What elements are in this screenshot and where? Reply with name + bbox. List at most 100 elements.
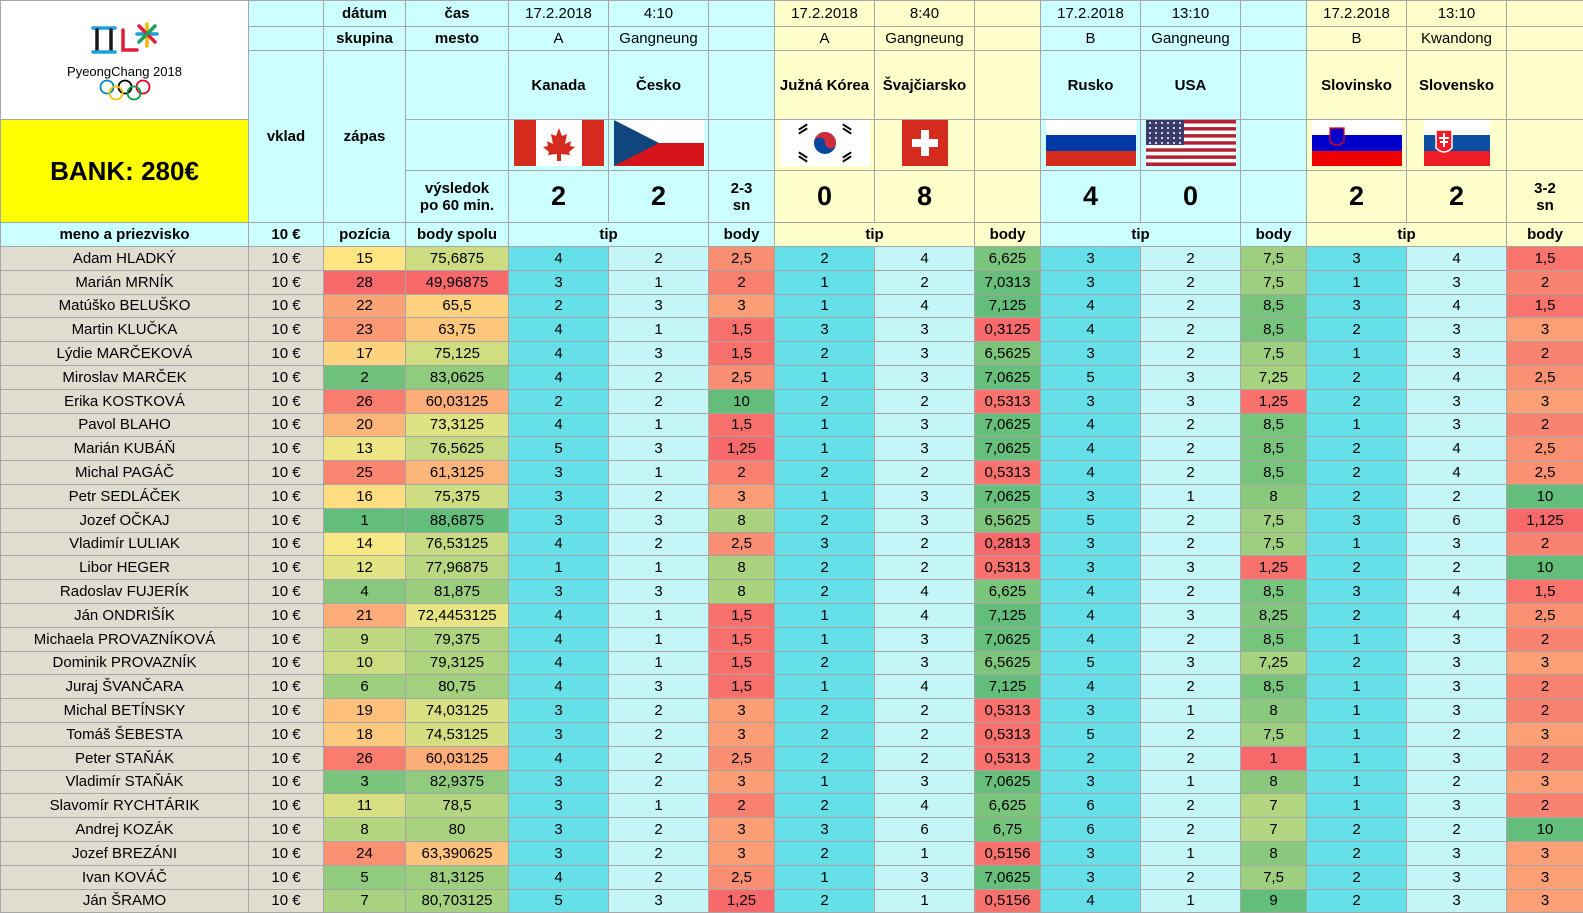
- position-cell[interactable]: 9: [324, 627, 406, 651]
- stake-cell[interactable]: 10 €: [249, 508, 324, 532]
- tip-home-cell[interactable]: 1: [775, 365, 875, 389]
- participant-name[interactable]: Dominik PROVAZNÍK: [1, 651, 249, 675]
- tip-away-cell[interactable]: 3: [609, 437, 709, 461]
- match-points-cell[interactable]: 10: [1507, 818, 1583, 842]
- participant-name[interactable]: Miroslav MARČEK: [1, 365, 249, 389]
- stake-cell[interactable]: 10 €: [249, 603, 324, 627]
- total-points-cell[interactable]: 49,96875: [406, 270, 509, 294]
- tip-away-cell[interactable]: 1: [1141, 841, 1241, 865]
- stake-cell[interactable]: 10 €: [249, 532, 324, 556]
- total-points-cell[interactable]: 81,875: [406, 580, 509, 604]
- total-points-cell[interactable]: 75,6875: [406, 247, 509, 271]
- tip-away-cell[interactable]: 2: [875, 746, 975, 770]
- tip-home-cell[interactable]: 4: [509, 675, 609, 699]
- tip-home-cell[interactable]: 2: [775, 556, 875, 580]
- tip-home-cell[interactable]: 2: [1307, 461, 1407, 485]
- participant-name[interactable]: Ivan KOVÁČ: [1, 865, 249, 889]
- match-points-cell[interactable]: 0,5313: [975, 699, 1041, 723]
- tip-away-cell[interactable]: 2: [609, 722, 709, 746]
- tip-home-cell[interactable]: 6: [1041, 818, 1141, 842]
- position-cell[interactable]: 12: [324, 556, 406, 580]
- tip-away-cell[interactable]: 3: [875, 627, 975, 651]
- match-points-cell[interactable]: 6,75: [975, 818, 1041, 842]
- tip-home-cell[interactable]: 4: [509, 865, 609, 889]
- total-points-cell[interactable]: 78,5: [406, 794, 509, 818]
- tip-away-cell[interactable]: 2: [609, 865, 709, 889]
- tip-home-cell[interactable]: 2: [1307, 389, 1407, 413]
- tip-home-cell[interactable]: 4: [509, 342, 609, 366]
- tip-away-cell[interactable]: 2: [875, 270, 975, 294]
- tip-away-cell[interactable]: 3: [1141, 651, 1241, 675]
- tip-home-cell[interactable]: 1: [509, 556, 609, 580]
- position-cell[interactable]: 26: [324, 389, 406, 413]
- match-points-cell[interactable]: 3: [709, 699, 775, 723]
- participant-name[interactable]: Jozef OČKAJ: [1, 508, 249, 532]
- tip-away-cell[interactable]: 2: [609, 532, 709, 556]
- match-points-cell[interactable]: 7,5: [1241, 270, 1307, 294]
- tip-away-cell[interactable]: 2: [1407, 818, 1507, 842]
- stake-cell[interactable]: 10 €: [249, 794, 324, 818]
- position-cell[interactable]: 1: [324, 508, 406, 532]
- match-points-cell[interactable]: 3: [709, 841, 775, 865]
- total-points-cell[interactable]: 79,3125: [406, 651, 509, 675]
- tip-away-cell[interactable]: 3: [1407, 413, 1507, 437]
- match-points-cell[interactable]: 3: [709, 818, 775, 842]
- tip-away-cell[interactable]: 2: [1407, 556, 1507, 580]
- position-cell[interactable]: 20: [324, 413, 406, 437]
- total-points-cell[interactable]: 60,03125: [406, 389, 509, 413]
- tip-away-cell[interactable]: 2: [609, 841, 709, 865]
- tip-home-cell[interactable]: 1: [775, 603, 875, 627]
- tip-away-cell[interactable]: 2: [1141, 437, 1241, 461]
- participant-name[interactable]: Vladimír LULIAK: [1, 532, 249, 556]
- match-points-cell[interactable]: 1,25: [1241, 389, 1307, 413]
- match-points-cell[interactable]: 2,5: [709, 746, 775, 770]
- match-points-cell[interactable]: 8: [709, 556, 775, 580]
- match-points-cell[interactable]: 9: [1241, 889, 1307, 913]
- tip-home-cell[interactable]: 1: [1307, 342, 1407, 366]
- total-points-cell[interactable]: 79,375: [406, 627, 509, 651]
- tip-away-cell[interactable]: 4: [1407, 294, 1507, 318]
- tip-away-cell[interactable]: 1: [609, 318, 709, 342]
- tip-away-cell[interactable]: 3: [875, 508, 975, 532]
- total-points-cell[interactable]: 74,53125: [406, 722, 509, 746]
- match-points-cell[interactable]: 1,5: [709, 651, 775, 675]
- total-points-cell[interactable]: 88,6875: [406, 508, 509, 532]
- tip-away-cell[interactable]: 3: [1407, 889, 1507, 913]
- match-points-cell[interactable]: 2,5: [1507, 461, 1583, 485]
- match-points-cell[interactable]: 7,5: [1241, 247, 1307, 271]
- match-points-cell[interactable]: 0,5313: [975, 746, 1041, 770]
- match-points-cell[interactable]: 7,125: [975, 294, 1041, 318]
- match-points-cell[interactable]: 8,5: [1241, 437, 1307, 461]
- tip-away-cell[interactable]: 2: [1141, 270, 1241, 294]
- tip-home-cell[interactable]: 2: [775, 247, 875, 271]
- tip-home-cell[interactable]: 4: [509, 603, 609, 627]
- stake-cell[interactable]: 10 €: [249, 889, 324, 913]
- match-points-cell[interactable]: 1,5: [1507, 580, 1583, 604]
- match-points-cell[interactable]: 8,5: [1241, 318, 1307, 342]
- match-points-cell[interactable]: 7,5: [1241, 508, 1307, 532]
- match-points-cell[interactable]: 8,5: [1241, 627, 1307, 651]
- match-points-cell[interactable]: 2: [1507, 270, 1583, 294]
- position-cell[interactable]: 18: [324, 722, 406, 746]
- position-cell[interactable]: 10: [324, 651, 406, 675]
- match-points-cell[interactable]: 8: [1241, 699, 1307, 723]
- tip-away-cell[interactable]: 4: [1407, 247, 1507, 271]
- tip-home-cell[interactable]: 4: [1041, 603, 1141, 627]
- match-points-cell[interactable]: 8,25: [1241, 603, 1307, 627]
- tip-home-cell[interactable]: 3: [509, 770, 609, 794]
- tip-home-cell[interactable]: 3: [509, 794, 609, 818]
- tip-away-cell[interactable]: 3: [875, 413, 975, 437]
- match-points-cell[interactable]: 1,25: [709, 889, 775, 913]
- tip-away-cell[interactable]: 3: [1141, 389, 1241, 413]
- tip-home-cell[interactable]: 2: [775, 461, 875, 485]
- tip-home-cell[interactable]: 3: [775, 818, 875, 842]
- tip-home-cell[interactable]: 2: [1307, 484, 1407, 508]
- tip-home-cell[interactable]: 1: [775, 627, 875, 651]
- match-points-cell[interactable]: 7,0313: [975, 270, 1041, 294]
- stake-cell[interactable]: 10 €: [249, 413, 324, 437]
- total-points-cell[interactable]: 72,4453125: [406, 603, 509, 627]
- match-points-cell[interactable]: 1,25: [1241, 556, 1307, 580]
- tip-away-cell[interactable]: 1: [609, 627, 709, 651]
- match-points-cell[interactable]: 2: [709, 794, 775, 818]
- tip-home-cell[interactable]: 4: [1041, 461, 1141, 485]
